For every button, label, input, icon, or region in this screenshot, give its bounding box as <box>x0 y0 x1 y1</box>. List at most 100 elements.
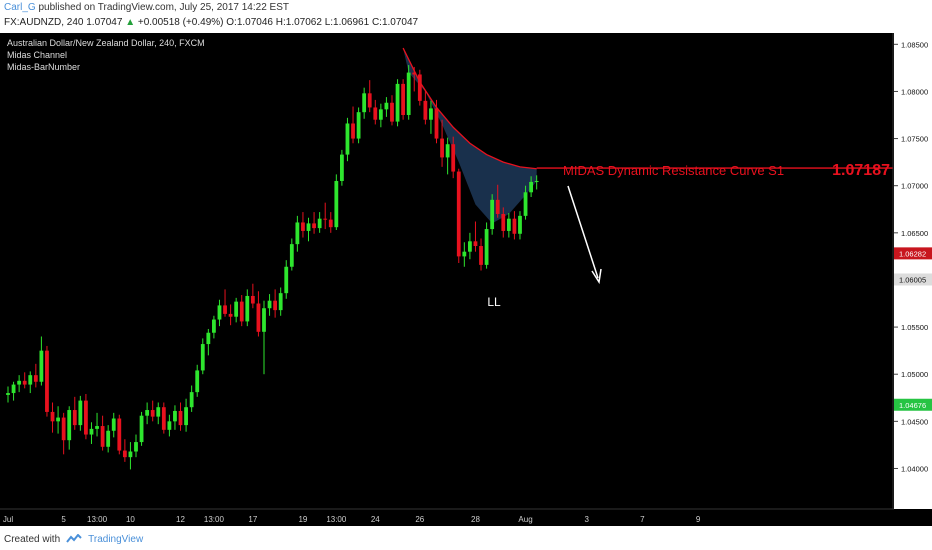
candle-body <box>328 219 333 228</box>
candle-body <box>106 430 111 447</box>
resistance-annotation: MIDAS Dynamic Resistance Curve S1 <box>563 163 784 178</box>
candle <box>250 283 255 309</box>
candle <box>317 212 322 233</box>
price-tag-bg <box>894 247 932 260</box>
candle-body <box>334 180 339 228</box>
candle <box>351 106 355 144</box>
candle-body <box>429 108 433 120</box>
candle <box>33 363 38 388</box>
candle-body <box>434 108 439 139</box>
x-tick-label: 10 <box>126 515 135 524</box>
candle-body <box>150 410 155 417</box>
candle-body <box>245 295 250 322</box>
candle-body <box>50 411 55 422</box>
candle-body <box>289 244 294 267</box>
candle-body <box>250 295 255 304</box>
candle <box>200 338 205 375</box>
candle-body <box>445 144 450 158</box>
candle-body <box>523 192 528 216</box>
candle-body <box>128 451 133 458</box>
created-with-text: Created with <box>4 533 61 545</box>
candle-body <box>11 384 16 394</box>
candle-body <box>451 144 456 172</box>
x-tick-label: 26 <box>415 515 424 524</box>
candle-body <box>518 215 522 234</box>
candle <box>473 221 478 252</box>
price-axis: 1.08500 1.08000 1.07500 1.07000 1.06500 1.055… <box>894 40 928 473</box>
x-tick-label: 13:00 <box>204 515 225 524</box>
up-triangle-icon: ▲ <box>125 17 136 28</box>
candle-body <box>490 199 495 230</box>
candle <box>150 400 155 422</box>
candle-body <box>61 417 66 441</box>
x-tick-label: 13:00 <box>326 515 347 524</box>
candle-body <box>111 418 116 431</box>
candle-body <box>301 222 305 231</box>
candle <box>239 295 244 327</box>
candle <box>223 289 227 317</box>
candle <box>56 406 60 434</box>
candle <box>534 175 539 190</box>
candle <box>495 184 500 218</box>
candle-body <box>84 400 88 435</box>
candle <box>6 386 10 403</box>
price-tag: 1.04676 <box>894 398 932 411</box>
candle-body <box>95 426 99 429</box>
candle-body <box>173 410 177 422</box>
candle <box>523 185 528 220</box>
candle-body <box>340 154 344 181</box>
candle <box>212 315 216 339</box>
candle <box>72 396 77 430</box>
candle <box>89 422 94 444</box>
publish-info: Carl_G published on TradingView.com, Jul… <box>4 2 289 16</box>
price-tag-bg <box>894 398 932 411</box>
candle <box>17 375 22 393</box>
candle <box>518 211 522 240</box>
ohlc-values: O:1.07046 H:1.07062 L:1.06961 C:1.07047 <box>226 17 419 28</box>
y-tick-label: 1.08500 <box>901 40 928 49</box>
time-axis-panel <box>0 509 894 526</box>
y-tick-label: 1.04500 <box>901 417 928 426</box>
price-labels: 1.06282 1.06005 1.04676 <box>894 247 932 411</box>
x-tick-label: 17 <box>248 515 257 524</box>
candle <box>106 425 111 453</box>
price-tag-label: 1.06282 <box>899 249 926 258</box>
candle <box>373 99 378 125</box>
candle-body <box>273 300 278 311</box>
author-link[interactable]: Carl_G <box>4 2 36 13</box>
candle-body <box>395 83 400 122</box>
candle-body <box>417 74 422 101</box>
candle-body <box>345 123 350 155</box>
candle <box>128 442 133 470</box>
candle <box>234 297 239 323</box>
candle <box>245 289 250 327</box>
candle <box>262 300 266 375</box>
candle-body <box>312 223 316 229</box>
price-chart[interactable]: 1.08500 1.08000 1.07500 1.07000 1.06500 1.055… <box>0 33 932 526</box>
candle <box>306 217 311 242</box>
candle-body <box>234 301 239 317</box>
candle <box>284 260 289 299</box>
candle <box>479 238 483 271</box>
candle-body <box>323 218 328 220</box>
candle <box>267 294 272 316</box>
candle-body <box>356 112 361 139</box>
tradingview-brand-link[interactable]: TradingView <box>88 533 144 545</box>
y-tick-label: 1.06500 <box>901 229 928 238</box>
candle <box>50 402 55 433</box>
candle-body <box>189 392 194 408</box>
chart-background <box>0 33 932 526</box>
x-tick-label: 19 <box>298 515 307 524</box>
candle <box>139 411 144 446</box>
y-tick-label: 1.05000 <box>901 370 928 379</box>
candle-body <box>167 421 172 430</box>
price-tag-label: 1.06005 <box>899 275 926 284</box>
footer: Created with TradingView <box>4 530 143 548</box>
candle <box>484 222 489 269</box>
candle-body <box>17 380 22 385</box>
candle <box>278 287 283 316</box>
candle <box>22 372 27 389</box>
candle-body <box>134 442 138 452</box>
candle <box>100 415 105 451</box>
candle-body <box>67 410 72 441</box>
